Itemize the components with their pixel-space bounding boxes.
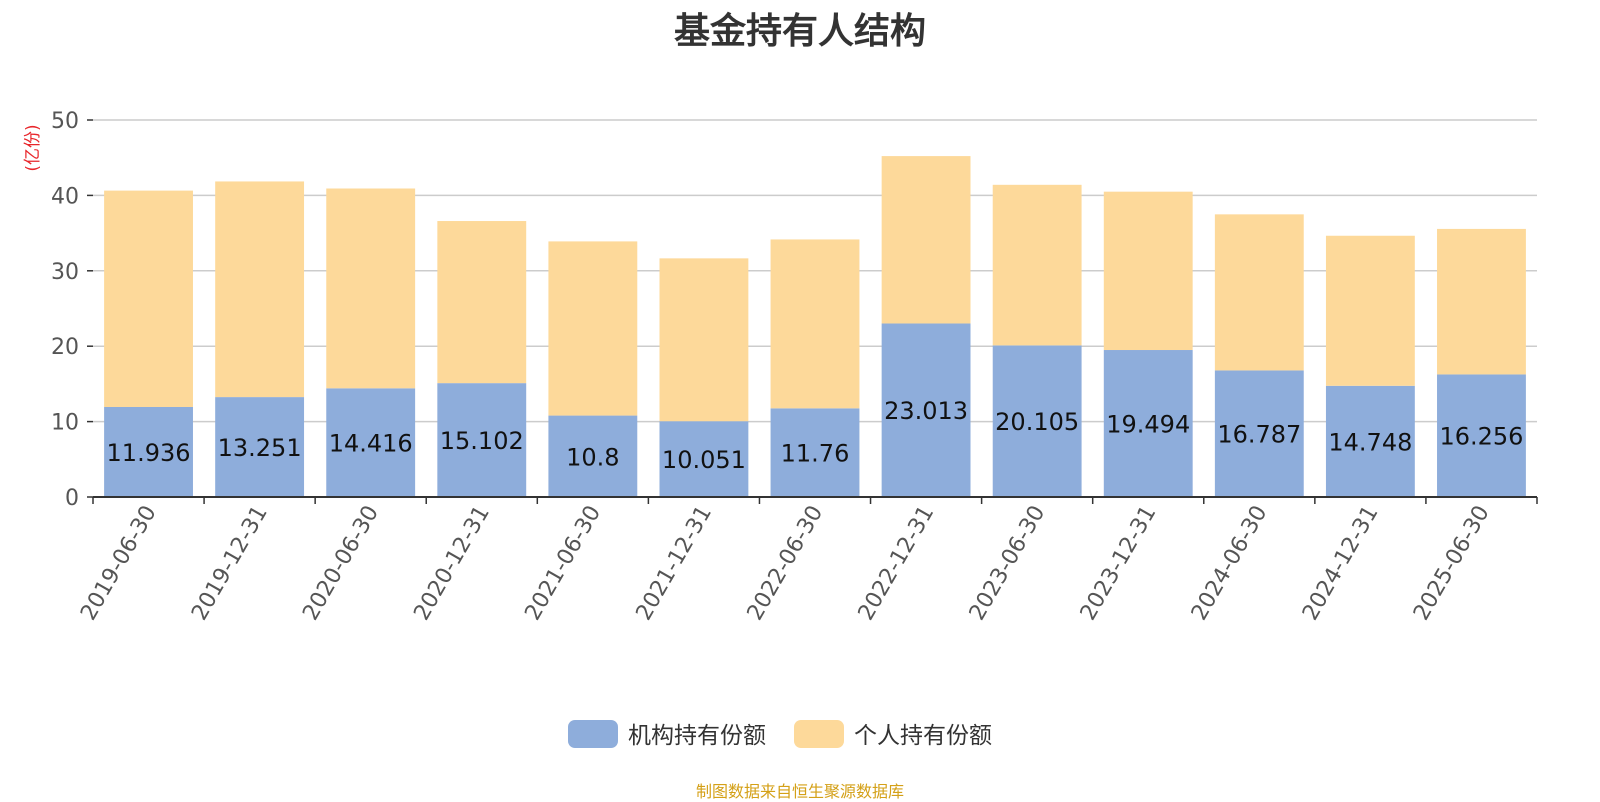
- x-tick-label: 2024-12-31: [1298, 502, 1384, 625]
- data-label: 20.105: [995, 408, 1079, 436]
- bar-institutional: [1214, 370, 1304, 497]
- bar-individual: [215, 181, 305, 398]
- x-tick-label: 2022-06-30: [743, 502, 829, 625]
- bar-institutional: [1437, 374, 1526, 497]
- y-tick-label: 40: [51, 184, 79, 209]
- y-tick-label: 50: [51, 109, 79, 134]
- data-label: 10.8: [566, 443, 619, 471]
- x-tick-label: 2020-06-30: [298, 502, 384, 625]
- bar-institutional: [104, 407, 193, 497]
- x-tick-label: 2021-06-30: [520, 502, 606, 625]
- legend-label: 个人持有份额: [854, 723, 992, 749]
- y-tick-label: 20: [51, 335, 79, 360]
- x-tick-label: 2022-12-31: [854, 502, 940, 625]
- y-axis-label: (亿份): [23, 124, 43, 171]
- source-note: 制图数据来自恒生聚源数据库: [695, 782, 904, 801]
- bar-institutional: [770, 408, 860, 497]
- bar-individual: [881, 156, 971, 324]
- x-tick-label: 2019-12-31: [187, 502, 273, 625]
- data-label: 15.102: [440, 427, 524, 455]
- y-tick-label: 0: [65, 486, 79, 511]
- data-label: 11.936: [107, 439, 191, 467]
- y-tick-label: 10: [51, 411, 79, 436]
- data-label: 10.051: [662, 446, 746, 474]
- x-tick-label: 2025-06-30: [1409, 502, 1495, 625]
- bar-individual: [1325, 235, 1415, 386]
- legend-swatch: [794, 720, 844, 748]
- bar-institutional: [437, 383, 527, 497]
- bar-institutional: [1325, 385, 1415, 497]
- bar-institutional: [881, 323, 971, 497]
- bar-individual: [1214, 214, 1304, 371]
- bar-institutional: [1103, 350, 1193, 497]
- bar-institutional: [215, 397, 305, 497]
- data-label: 19.494: [1106, 411, 1190, 439]
- y-tick-label: 30: [51, 260, 79, 285]
- data-label: 14.416: [329, 430, 413, 458]
- x-tick-label: 2020-12-31: [409, 502, 495, 625]
- bar-institutional: [548, 415, 638, 497]
- data-label: 16.256: [1439, 423, 1523, 451]
- bar-institutional: [992, 345, 1082, 497]
- legend-swatch: [568, 720, 618, 748]
- bar-individual: [104, 190, 193, 408]
- x-tick-label: 2023-12-31: [1076, 502, 1162, 625]
- bar-institutional: [326, 388, 416, 497]
- bar-individual: [437, 221, 527, 384]
- x-tick-label: 2019-06-30: [76, 502, 162, 625]
- x-tick-label: 2021-12-31: [632, 502, 718, 625]
- x-tick-label: 2024-06-30: [1187, 502, 1273, 625]
- data-label: 14.748: [1328, 428, 1412, 456]
- data-label: 16.787: [1217, 421, 1301, 449]
- data-label: 23.013: [884, 397, 968, 425]
- bar-individual: [1103, 191, 1193, 351]
- legend-label: 机构持有份额: [628, 723, 766, 749]
- bar-institutional: [659, 421, 749, 497]
- x-tick-label: 2023-06-30: [965, 502, 1051, 625]
- bar-individual: [1437, 228, 1526, 375]
- bar-individual: [326, 188, 416, 389]
- bar-individual: [770, 239, 860, 409]
- data-label: 13.251: [218, 434, 302, 462]
- bar-individual: [548, 241, 638, 416]
- chart-title: 基金持有人结构: [673, 11, 926, 52]
- bar-individual: [992, 184, 1082, 346]
- data-label: 11.76: [781, 440, 850, 468]
- bar-individual: [659, 258, 749, 422]
